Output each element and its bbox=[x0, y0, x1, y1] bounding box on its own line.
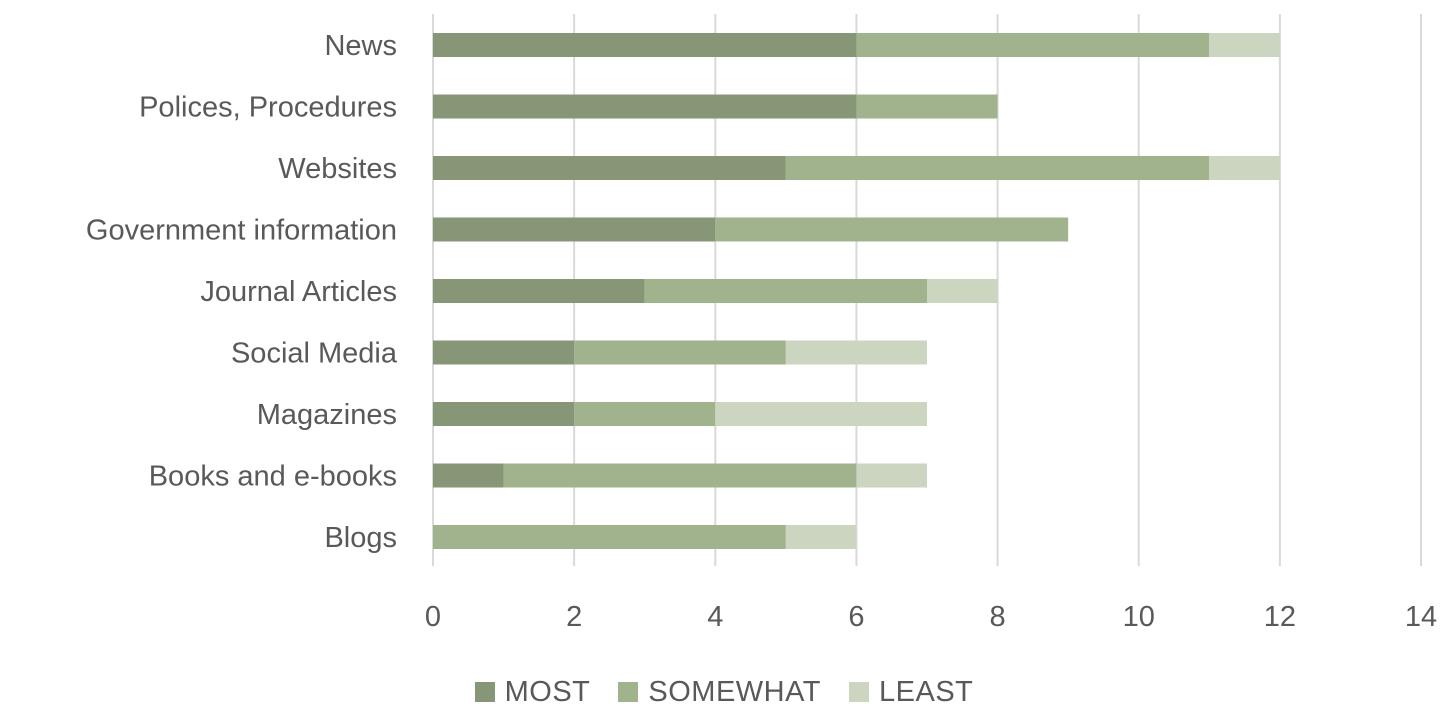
legend: MOST SOMEWHAT LEAST bbox=[0, 672, 1448, 712]
bar-segment-somewhat bbox=[785, 156, 1210, 180]
category-labels: News Polices, Procedures Websites Governmen… bbox=[86, 30, 398, 554]
bar-segment-somewhat bbox=[574, 340, 786, 365]
bar-segment-somewhat bbox=[503, 463, 857, 488]
category-label: Books and e-books bbox=[149, 461, 397, 493]
legend-swatch bbox=[618, 682, 639, 702]
x-tick-label: 4 bbox=[707, 601, 723, 633]
x-tick-label: 2 bbox=[566, 601, 582, 633]
bar-segment-somewhat bbox=[856, 33, 1210, 57]
bar-segment-most bbox=[433, 94, 857, 119]
category-label: Government information bbox=[86, 215, 397, 247]
category-label: News bbox=[324, 30, 397, 62]
bar-segment-somewhat bbox=[856, 94, 998, 119]
bar-segment-least bbox=[856, 463, 927, 488]
x-tick-label: 12 bbox=[1264, 601, 1296, 633]
bar-segment-least bbox=[715, 402, 927, 426]
category-label: Blogs bbox=[324, 522, 397, 554]
legend-label: MOST bbox=[504, 675, 591, 708]
bar-segment-least bbox=[927, 279, 998, 303]
bar-segment-most bbox=[433, 156, 786, 180]
bar-segment-least bbox=[1209, 156, 1280, 180]
bar-segment-most bbox=[433, 217, 716, 242]
bar-segment-least bbox=[785, 525, 857, 549]
category-label: Magazines bbox=[257, 399, 397, 431]
legend-label: SOMEWHAT bbox=[648, 675, 822, 708]
x-tick-label: 8 bbox=[990, 601, 1006, 633]
x-tick-labels: 0 2 4 6 8 10 12 14 bbox=[425, 601, 1437, 633]
bar-segment-least bbox=[1209, 33, 1280, 57]
bar-segment-most bbox=[433, 279, 645, 303]
bars bbox=[433, 33, 1280, 549]
bar-segment-most bbox=[433, 402, 575, 426]
category-label: Journal Articles bbox=[200, 276, 397, 308]
x-tick-label: 14 bbox=[1405, 601, 1437, 633]
category-label: Polices, Procedures bbox=[139, 92, 397, 124]
legend-item: MOST bbox=[474, 675, 591, 709]
x-tick-label: 6 bbox=[848, 601, 864, 633]
bar-segment-most bbox=[433, 33, 857, 57]
category-label: Websites bbox=[278, 153, 397, 185]
bar-segment-most bbox=[433, 463, 504, 488]
bar-segment-somewhat bbox=[644, 279, 927, 303]
bar-segment-somewhat bbox=[715, 217, 1069, 242]
legend-swatch bbox=[849, 682, 870, 702]
legend-swatch bbox=[474, 682, 495, 702]
category-label: Social Media bbox=[231, 338, 398, 370]
bar-segment-somewhat bbox=[574, 402, 716, 426]
x-tick-label: 0 bbox=[425, 601, 441, 633]
bar-segment-most bbox=[433, 340, 575, 365]
legend-item: LEAST bbox=[849, 676, 973, 709]
bar-segment-least bbox=[785, 340, 927, 365]
legend-item: SOMEWHAT bbox=[618, 676, 821, 709]
chart-plot: News Polices, Procedures Websites Governmen… bbox=[86, 14, 1437, 633]
bar-segment-somewhat bbox=[433, 525, 786, 549]
x-tick-label: 10 bbox=[1123, 601, 1155, 633]
legend-label: LEAST bbox=[879, 675, 974, 708]
